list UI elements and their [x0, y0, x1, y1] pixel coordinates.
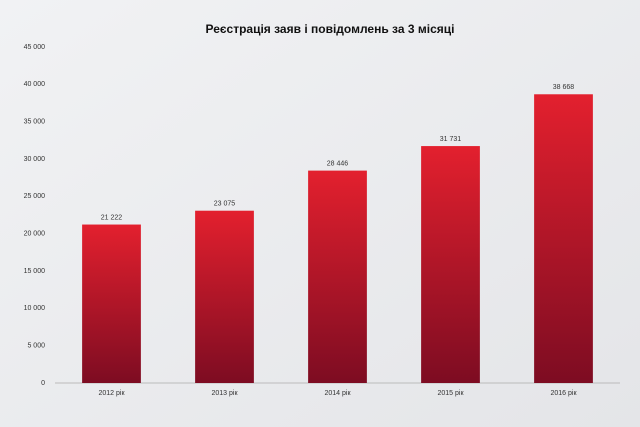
y-tick-label: 30 000 [24, 156, 46, 163]
y-tick-label: 35 000 [24, 119, 46, 126]
value-label: 23 075 [214, 201, 236, 208]
bar [534, 94, 593, 383]
y-tick-label: 40 000 [24, 81, 46, 88]
bar [421, 146, 480, 383]
chart-title: Реєстрація заяв і повідомлень за 3 місяц… [206, 22, 455, 36]
y-tick-label: 25 000 [24, 193, 46, 200]
y-tick-label: 45 000 [24, 44, 46, 51]
y-tick-label: 10 000 [24, 305, 46, 312]
value-label: 31 731 [440, 136, 462, 143]
x-tick-label: 2016 рік [550, 389, 577, 397]
value-label: 21 222 [101, 214, 123, 221]
bar [82, 224, 141, 383]
y-tick-label: 15 000 [24, 268, 46, 275]
x-tick-label: 2015 рік [437, 389, 464, 397]
x-tick-label: 2013 рік [211, 389, 238, 397]
x-tick-label: 2014 рік [324, 389, 351, 397]
y-tick-label: 0 [41, 380, 45, 387]
x-tick-label: 2012 рік [98, 389, 125, 397]
bar [308, 170, 367, 383]
bar [195, 210, 254, 383]
value-label: 28 446 [327, 160, 349, 167]
y-tick-label: 20 000 [24, 231, 46, 238]
value-label: 38 668 [553, 84, 575, 91]
y-tick-label: 5 000 [27, 343, 45, 350]
